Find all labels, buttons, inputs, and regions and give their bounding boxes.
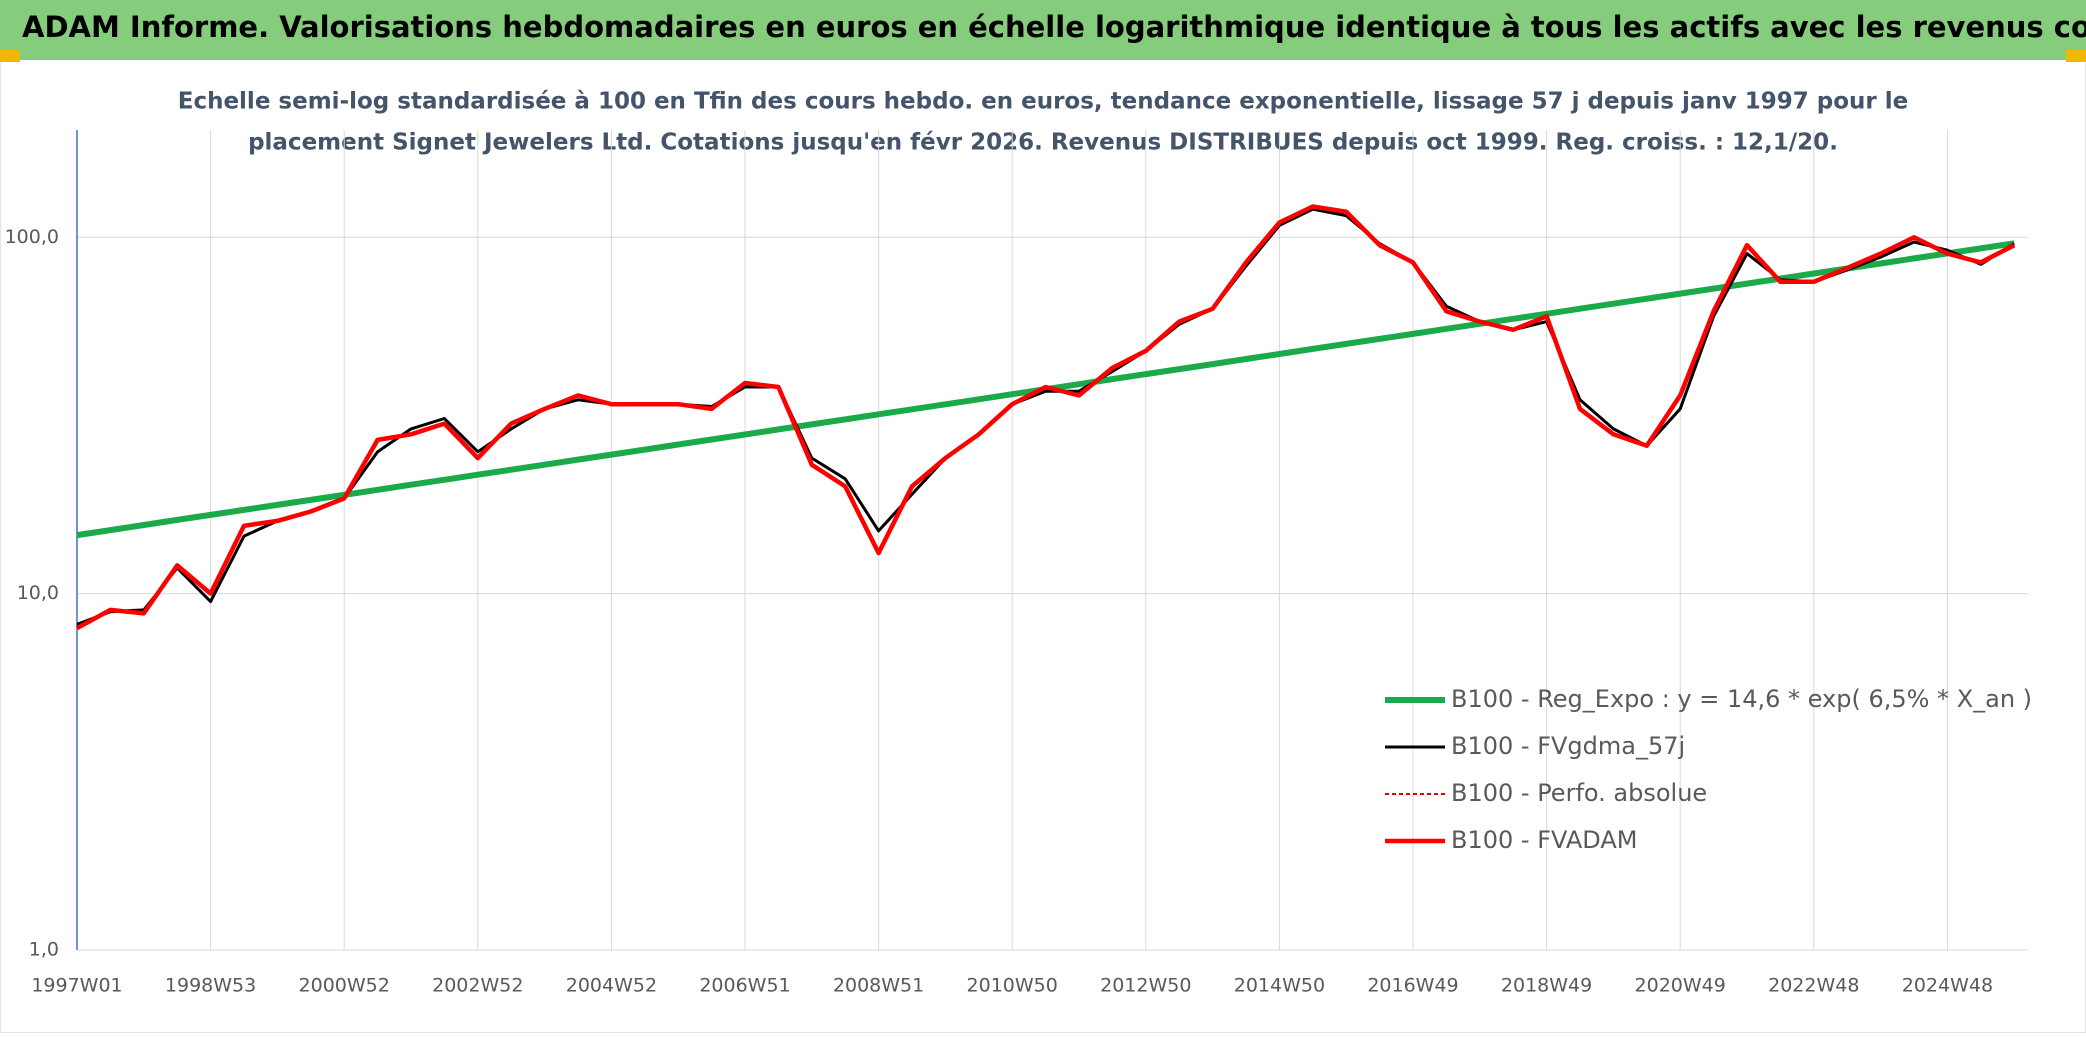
- y-tick-label: 100,0: [5, 226, 59, 248]
- corner: [2066, 50, 2086, 62]
- header-title: ADAM Informe. Valorisations hebdomadaire…: [22, 10, 2086, 44]
- header-band: [0, 0, 2086, 60]
- legend-label: B100 - FVgdma_57j: [1451, 732, 1685, 760]
- legend-label: B100 - Reg_Expo : y = 14,6 * exp( 6,5% *…: [1451, 685, 2032, 713]
- legend-label: B100 - FVADAM: [1451, 826, 1637, 854]
- x-tick-label: 2000W52: [299, 975, 390, 997]
- x-tick-label: 2024W48: [1902, 975, 1993, 997]
- y-tick-label: 10,0: [17, 582, 59, 604]
- x-tick-label: 2018W49: [1501, 975, 1592, 997]
- y-tick-label: 1,0: [29, 939, 59, 961]
- x-tick-label: 2006W51: [699, 975, 790, 997]
- subtitle: placement Signet Jewelers Ltd. Cotations…: [248, 130, 1838, 156]
- x-tick-label: 2002W52: [432, 975, 523, 997]
- legend-label: B100 - Perfo. absolue: [1451, 779, 1707, 807]
- x-tick-label: 2010W50: [967, 975, 1058, 997]
- x-tick-label: 2008W51: [833, 975, 924, 997]
- series-line: [75, 204, 2016, 631]
- x-tick-label: 2020W49: [1635, 975, 1726, 997]
- x-tick-label: 1997W01: [31, 975, 122, 997]
- x-tick-label: 2022W48: [1768, 975, 1859, 997]
- x-tick-label: 1998W53: [165, 975, 256, 997]
- x-tick-label: 2016W49: [1367, 975, 1458, 997]
- corner: [0, 50, 20, 62]
- x-tick-label: 2012W50: [1100, 975, 1191, 997]
- x-tick-label: 2014W50: [1234, 975, 1325, 997]
- x-tick-label: 2004W52: [566, 975, 657, 997]
- subtitle: Echelle semi-log standardisée à 100 en T…: [178, 89, 1909, 115]
